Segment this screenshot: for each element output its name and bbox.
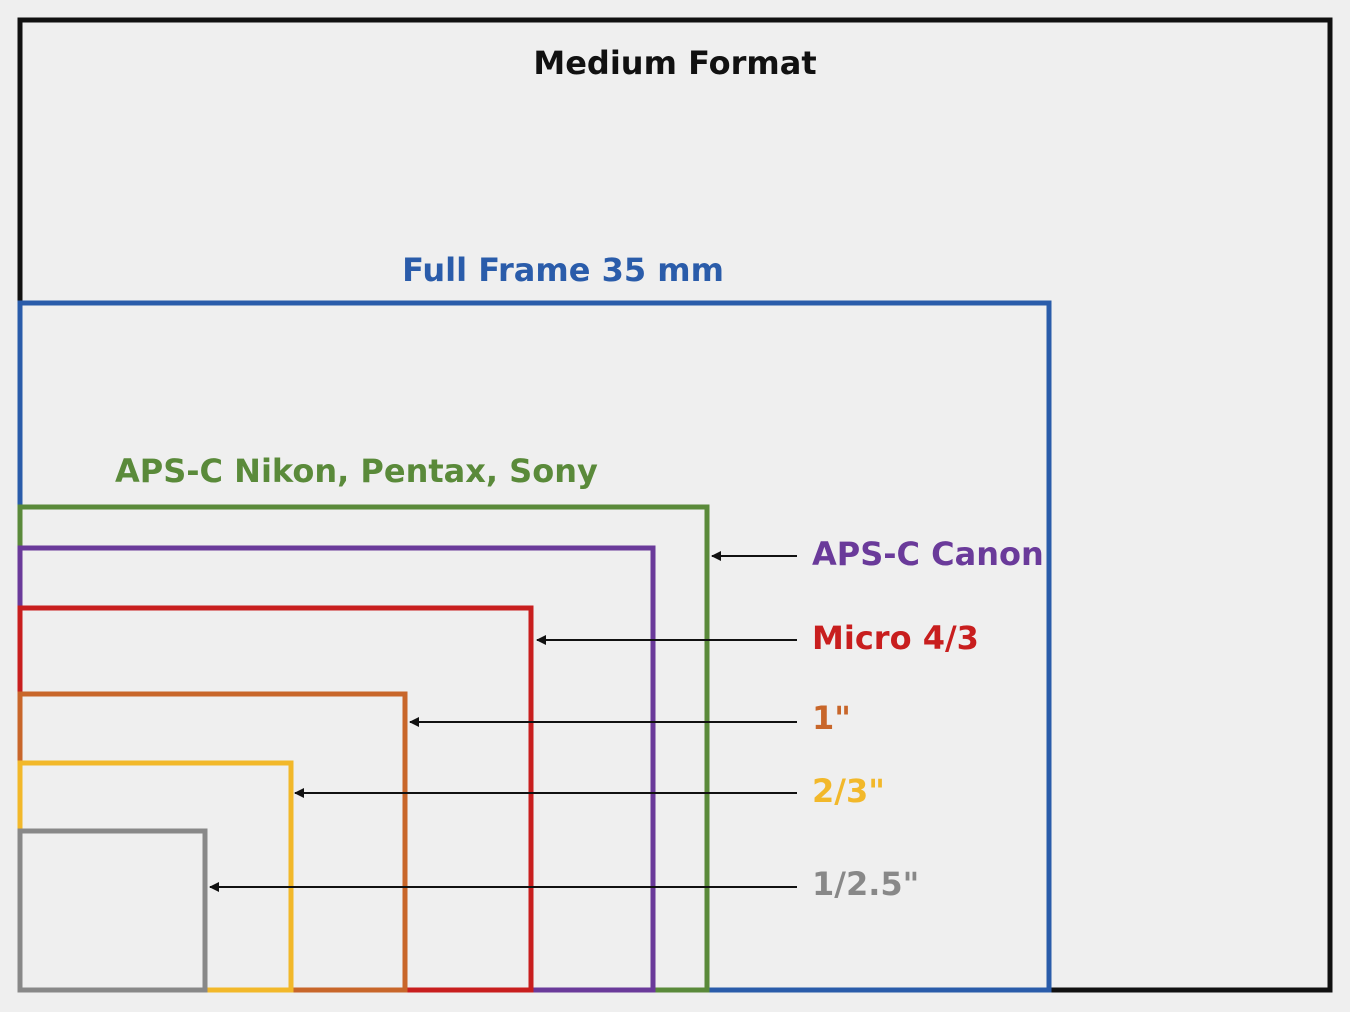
- sensor-label: APS-C Nikon, Pentax, Sony: [115, 452, 598, 490]
- sensor-label: APS-C Canon: [812, 535, 1044, 573]
- sensor-label: Medium Format: [533, 44, 816, 82]
- sensor-label: 1": [812, 699, 851, 737]
- sensor-label: Full Frame 35 mm: [402, 251, 724, 289]
- sensor-frame: [17, 828, 208, 993]
- sensor-label: Micro 4/3: [812, 619, 979, 657]
- sensor-label: 2/3": [812, 772, 885, 810]
- sensor-label: 1/2.5": [812, 865, 919, 903]
